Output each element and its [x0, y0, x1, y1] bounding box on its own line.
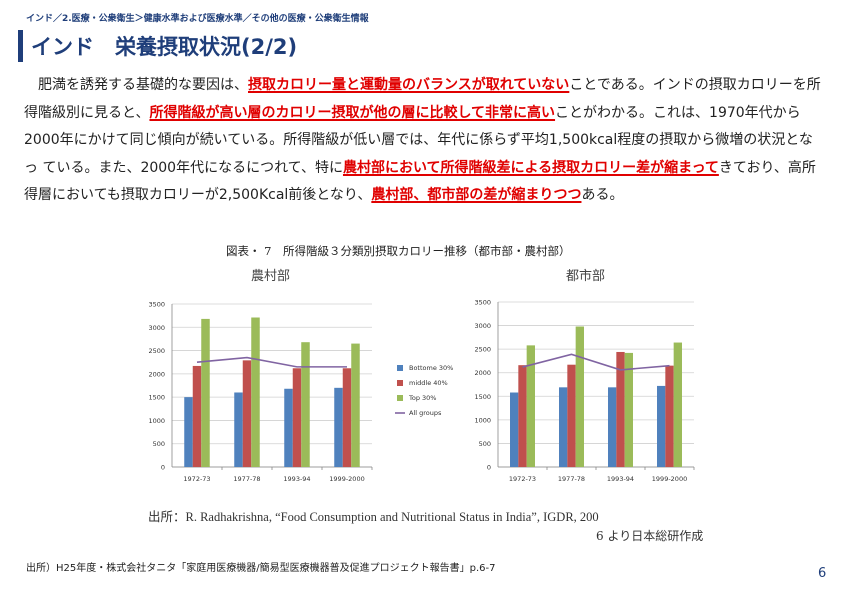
title-accent-bar	[18, 30, 23, 62]
bar-bottome-30-	[184, 397, 193, 467]
highlight-3: 農村部において所得階級差による摂取カロリー差が縮まって	[342, 159, 719, 176]
legend-label: Bottome 30%	[409, 364, 453, 372]
page-number: 6	[818, 566, 827, 581]
bar-bottome-30-	[284, 388, 293, 467]
y-tick-label: 1000	[148, 417, 165, 425]
line-series-all-groups	[522, 353, 670, 371]
footer-source-note: 出所）H25年度・株式会社タニタ「家庭用医療機器/簡易型医療機器普及促進プロジェ…	[26, 563, 496, 574]
legend-label: Top 30%	[408, 394, 436, 402]
bar-middle-40-	[518, 365, 527, 467]
legend-swatch	[397, 395, 403, 401]
highlight-4: 農村部、都市部の差が縮まりつつ	[371, 187, 582, 203]
rural-calorie-chart: 0 500 1000 1500 2000 2500 3000 3500 1972-73 1977-…	[148, 301, 453, 484]
x-tick-label: 1977-78	[558, 475, 585, 483]
y-tick-label: 3000	[148, 324, 165, 332]
x-tick-label: 1993-94	[283, 475, 310, 483]
y-tick-label: 2500	[148, 347, 165, 355]
line-series-all-groups	[196, 356, 347, 368]
x-tick-label: 1977-78	[233, 475, 260, 483]
y-tick-label: 2000	[474, 369, 491, 377]
bar-bottome-30-	[608, 387, 617, 467]
y-tick-label: 2000	[148, 370, 165, 378]
body-text-3: ことがわかる。これは、1970年代から2000年にかけて同じ傾向が続いている。所…	[24, 104, 813, 176]
bar-top-30-	[575, 326, 584, 467]
bar-top-30-	[351, 343, 360, 467]
body-text-4: きており、高所得層においても摂取カロリーが2,500Kcal前後となり、	[24, 159, 816, 204]
bar-middle-40-	[342, 368, 352, 467]
y-tick-label: 1000	[474, 416, 491, 424]
legend-swatch	[397, 380, 403, 386]
bar-bottome-30-	[510, 392, 519, 467]
y-tick-label: 1500	[474, 393, 491, 401]
body-text-1: 肥満を誘発する基礎的な要因は、	[24, 77, 248, 93]
y-tick-label: 0	[487, 464, 491, 472]
y-tick-label: 500	[153, 440, 165, 448]
bar-bottome-30-	[334, 387, 343, 467]
y-tick-label: 2500	[474, 346, 491, 354]
y-tick-label: 3500	[148, 301, 165, 309]
figure-source-line2: 6 より日本総研作成	[596, 529, 704, 543]
breadcrumb: インド／2.医療・公衆衛生＞健康水準および医療水準／その他の医療・公衆衛生情報	[26, 14, 369, 24]
x-tick-label: 1972-73	[509, 475, 536, 483]
bar-top-30-	[301, 342, 310, 467]
y-tick-label: 0	[161, 464, 165, 472]
urban-chart-title: 都市部	[566, 269, 606, 284]
page-title: インド 栄養摂取状況(2/2)	[31, 35, 298, 59]
highlight-1: 摂取カロリー量と運動量のバランスが取れていない	[248, 77, 570, 93]
bar-middle-40-	[242, 360, 252, 467]
bar-middle-40-	[192, 365, 202, 467]
figure-caption: 図表・ 7 所得階級３分類別摂取カロリー推移（都市部・農村部）	[226, 244, 571, 258]
x-tick-label: 1972-73	[183, 475, 210, 483]
urban-calorie-chart: 0 500 1000 1500 2000 2500 3000 3500 1972-73 1977-…	[474, 299, 695, 483]
bar-bottome-30-	[657, 385, 666, 467]
body-paragraph: 肥満を誘発する基礎的な要因は、摂取カロリー量と運動量のバランスが取れていないこと…	[24, 72, 824, 210]
figure-source-line1: 出所：R. Radhakrishna, “Food Consumption an…	[148, 510, 599, 524]
x-tick-label: 1993-94	[607, 475, 634, 483]
bar-top-30-	[201, 318, 210, 467]
body-text-2: ことである。インドの摂取カロリーを所得階級別に見ると、	[24, 77, 821, 121]
x-tick-label: 1999-2000	[652, 475, 687, 483]
x-tick-label: 1999-2000	[329, 475, 364, 483]
highlight-2: 所得階級が高い層のカロリー摂取が他の層に比較して非常に高い	[149, 104, 556, 121]
y-tick-label: 500	[479, 440, 491, 448]
legend-swatch	[397, 365, 403, 371]
bar-middle-40-	[665, 365, 674, 467]
y-tick-label: 1500	[148, 394, 165, 402]
bar-middle-40-	[567, 364, 576, 467]
y-tick-label: 3000	[474, 322, 491, 330]
legend-label: middle 40%	[409, 379, 448, 387]
bar-middle-40-	[292, 368, 302, 467]
bar-top-30-	[624, 352, 633, 467]
rural-chart-title: 農村部	[251, 269, 291, 284]
bar-top-30-	[673, 342, 682, 467]
body-text-5: ある。	[581, 187, 624, 203]
bar-bottome-30-	[234, 392, 243, 467]
bar-middle-40-	[616, 351, 625, 467]
legend-label: All groups	[409, 409, 442, 417]
y-tick-label: 3500	[474, 299, 491, 307]
bar-top-30-	[526, 345, 535, 467]
bar-top-30-	[251, 317, 260, 467]
bar-bottome-30-	[559, 387, 568, 467]
